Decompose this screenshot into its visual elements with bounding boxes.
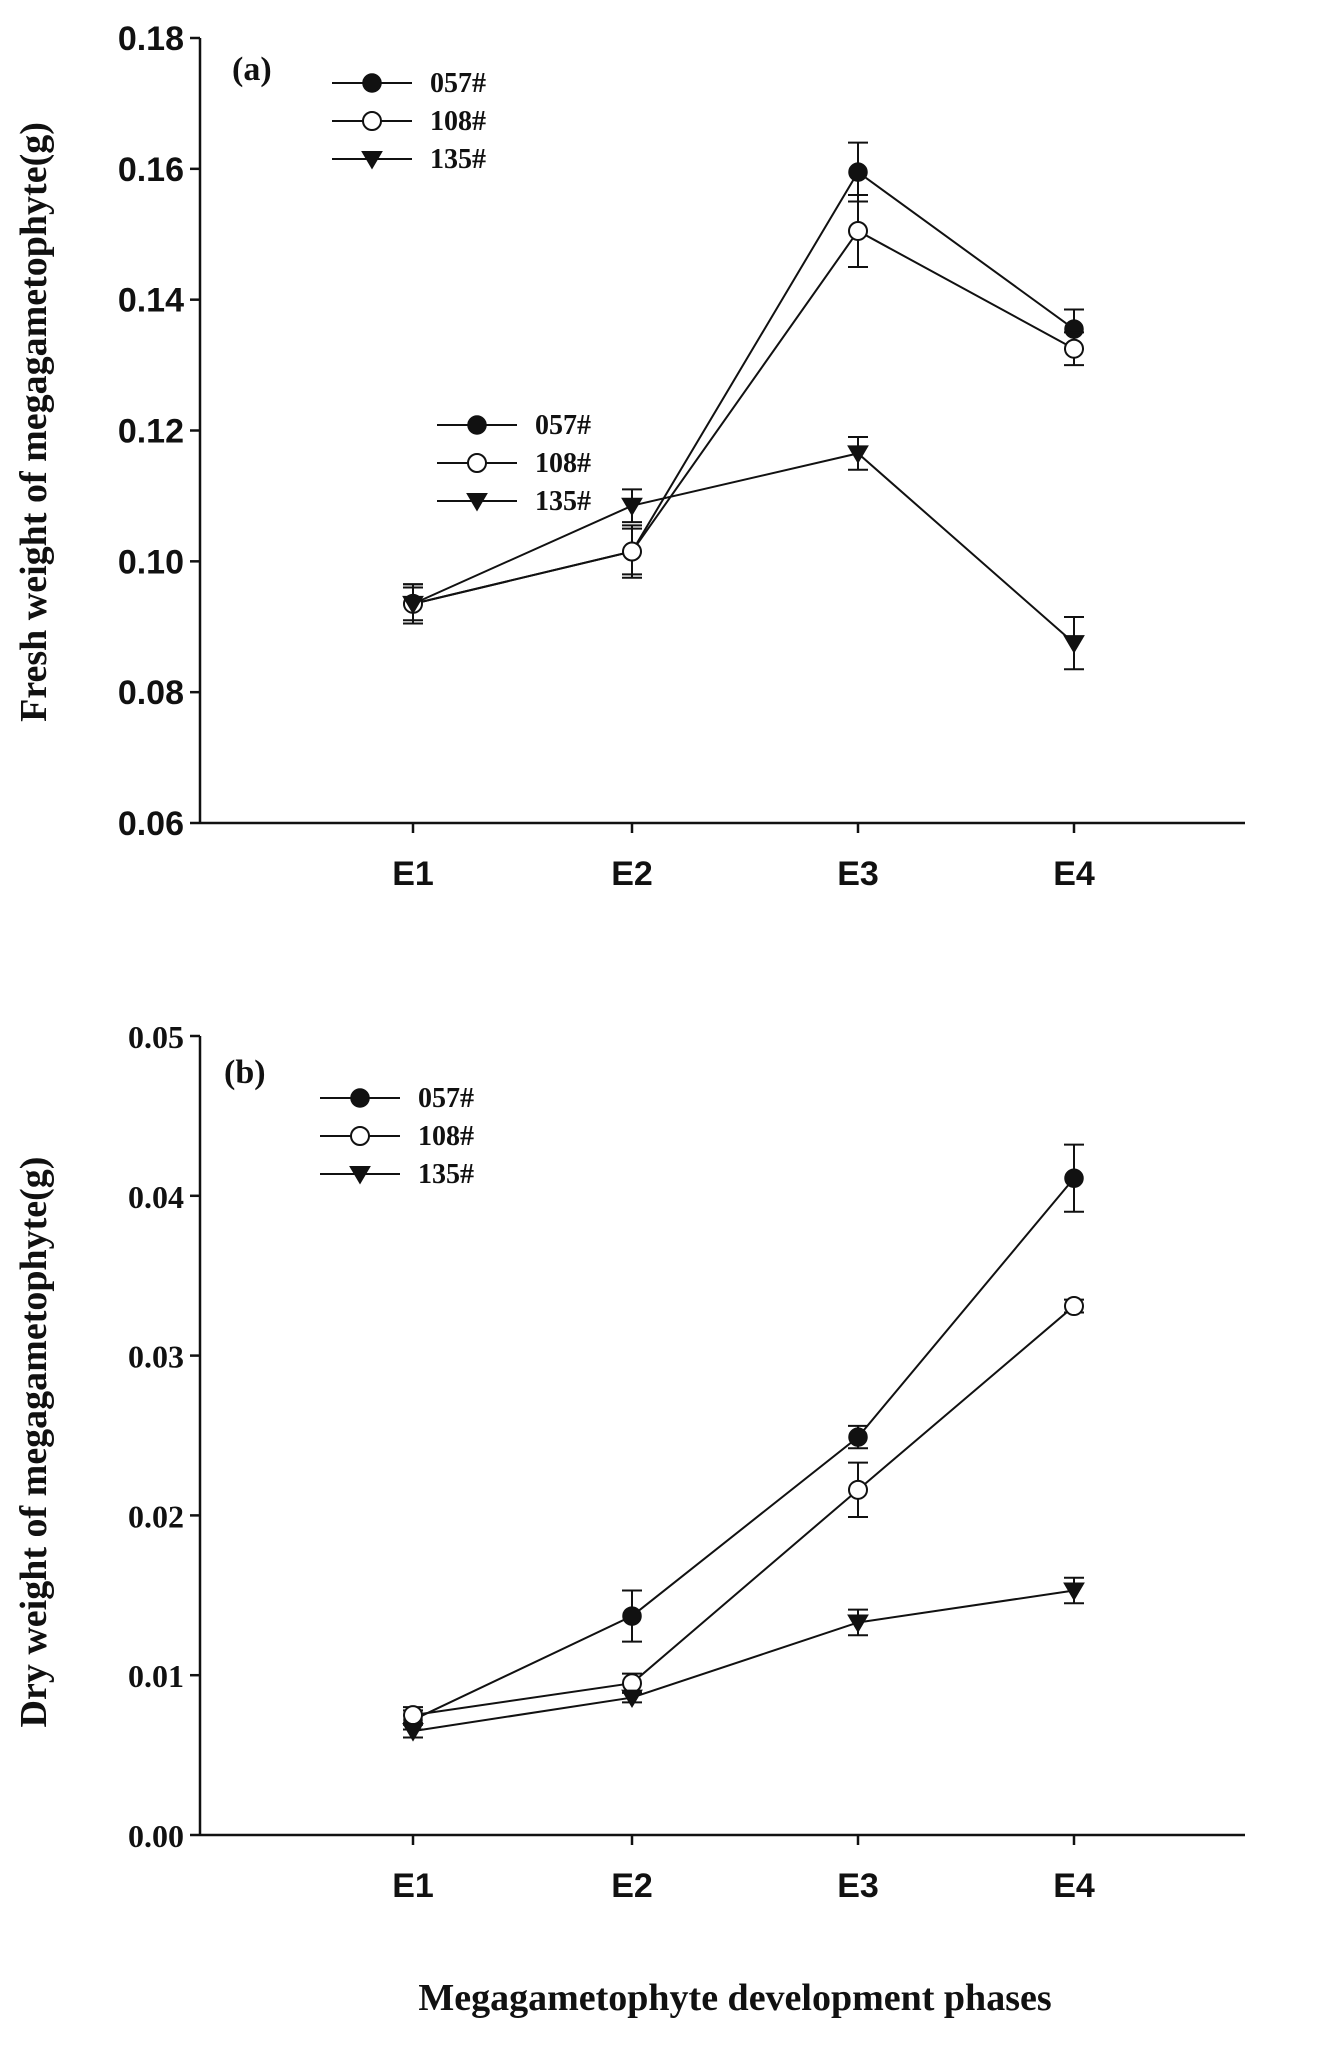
x-tick-label: E4 (1053, 1867, 1095, 1905)
legend-label: 135# (430, 144, 486, 175)
panel-a-y-ticks: 0.06 0.08 0.10 0.12 0.14 0.16 0.18 (118, 20, 200, 843)
data-point (848, 1479, 868, 1500)
legend-entry: 108# (320, 1121, 474, 1152)
panel-b-series (402, 1143, 1085, 1742)
y-tick-label: 0.03 (128, 1339, 184, 1375)
x-tick-label: E2 (611, 855, 653, 893)
legend-label: 057# (535, 410, 591, 441)
legend-marker (350, 1126, 370, 1146)
x-tick-label: E1 (392, 855, 434, 893)
data-point (621, 1689, 643, 1709)
panel-a-label: (a) (232, 51, 272, 88)
y-tick-label: 0.10 (118, 543, 184, 581)
data-point (622, 541, 642, 562)
x-tick-label: E4 (1053, 855, 1095, 893)
y-tick-label: 0.16 (118, 151, 184, 189)
y-tick-label: 0.00 (128, 1818, 184, 1854)
legend-entry: 135# (332, 144, 486, 175)
legend-marker (350, 1088, 370, 1108)
legend-label: 135# (418, 1159, 474, 1190)
y-tick-label: 0.04 (128, 1179, 184, 1215)
data-point (622, 1673, 642, 1694)
data-point (1064, 1168, 1084, 1188)
legend-marker (349, 1166, 371, 1185)
panel-b-axes (198, 1036, 1245, 1837)
data-point (848, 162, 868, 182)
legend-entry: 108# (332, 106, 486, 137)
panel-b-label: (b) (224, 1054, 266, 1091)
legend-entry: 135# (437, 486, 591, 517)
y-tick-label: 0.12 (118, 413, 184, 451)
data-point (1063, 635, 1085, 654)
data-point (622, 1606, 642, 1626)
legend-entry: 135# (320, 1159, 474, 1190)
panel-b-y-ticks: 0.00 0.01 0.02 0.03 0.04 0.05 (128, 1019, 200, 1854)
y-tick-label: 0.05 (128, 1019, 184, 1055)
series-line (412, 1305, 1075, 1717)
panel-a-ylabel: Fresh weight of megagametophyte(g) (13, 122, 55, 722)
x-tick-label: E3 (837, 1867, 879, 1905)
legend-marker (361, 151, 383, 170)
data-point (848, 1427, 868, 1447)
panel-b-ylabel: Dry weight of megagametophyte(g) (13, 1157, 55, 1728)
series-line (412, 229, 1075, 605)
data-point (848, 220, 868, 241)
panel-a-series (402, 141, 1085, 671)
data-point (1064, 1296, 1084, 1317)
legend-entry: 057# (437, 410, 591, 441)
series-line (412, 1589, 1075, 1733)
y-tick-label: 0.02 (128, 1498, 184, 1534)
data-point (403, 1705, 423, 1726)
series-line (412, 452, 1075, 644)
legend-marker (362, 73, 382, 93)
legend-marker (362, 111, 382, 131)
legend-label: 057# (418, 1083, 474, 1114)
series-108 (403, 194, 1084, 625)
data-point (621, 497, 643, 517)
x-tick-label: E2 (611, 1867, 653, 1905)
panel-b-dry-weight: Dry weight of megagametophyte(g) (b) 0.0… (13, 1019, 1245, 1905)
legend-marker (466, 493, 488, 512)
series-135 (402, 1576, 1085, 1742)
series-108 (403, 1296, 1084, 1726)
y-tick-label: 0.01 (128, 1658, 184, 1694)
panel-a-x-ticks: E1 E2 E3 E4 (392, 823, 1095, 893)
data-point (847, 445, 869, 464)
legend-label: 135# (535, 486, 591, 517)
data-point (847, 1614, 869, 1633)
shared-x-axis-title: Megagametophyte development phases (418, 1977, 1051, 2019)
panel-a-fresh-weight: Fresh weight of megagametophyte(g) (a) 0… (13, 20, 1245, 893)
data-point (402, 595, 424, 615)
y-tick-label: 0.06 (118, 805, 184, 843)
legend-marker (467, 453, 487, 473)
x-tick-label: E1 (392, 1867, 434, 1905)
data-point (1064, 338, 1084, 359)
panel-b-legend: 057# 108# 135# (320, 1083, 474, 1190)
series-135 (402, 436, 1085, 671)
legend-label: 057# (430, 68, 486, 99)
legend-entry: 108# (437, 448, 591, 479)
panel-a-legend-duplicate: 057# 108# 135# (437, 410, 591, 517)
data-point (402, 1723, 424, 1742)
panel-b-x-ticks: E1 E2 E3 E4 (392, 1835, 1095, 1905)
panel-a-legend: 057# 108# 135# (332, 68, 486, 175)
y-tick-label: 0.08 (118, 674, 184, 712)
legend-entry: 057# (332, 68, 486, 99)
legend-label: 108# (418, 1121, 474, 1152)
legend-entry: 057# (320, 1083, 474, 1114)
legend-label: 108# (430, 106, 486, 137)
data-point (1063, 1582, 1085, 1601)
legend-marker (467, 415, 487, 435)
y-tick-label: 0.14 (118, 282, 184, 320)
series-line (412, 1177, 1075, 1721)
legend-label: 108# (535, 448, 591, 479)
y-tick-label: 0.18 (118, 20, 184, 58)
x-tick-label: E3 (837, 855, 879, 893)
